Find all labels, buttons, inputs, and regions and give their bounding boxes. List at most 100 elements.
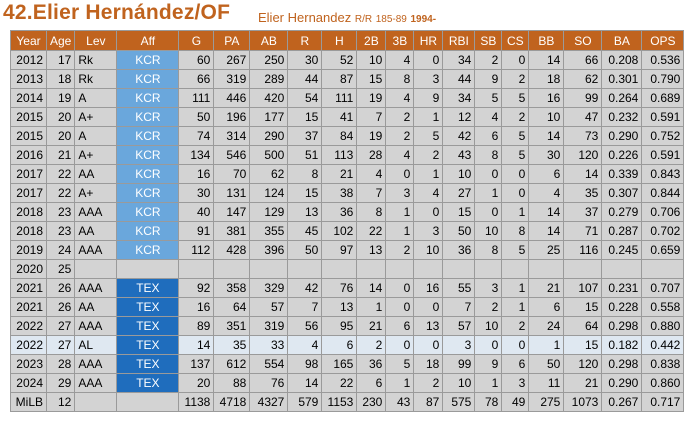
cell-aff (116, 392, 180, 412)
column-header-ab[interactable]: AB (249, 30, 289, 51)
cell-so: 37 (563, 202, 603, 222)
cell-pa: 319 (213, 69, 251, 89)
player-subtitle: Elier Hernandez R/R 185-89 1994- (258, 10, 436, 25)
cell-ab (249, 259, 289, 279)
cell-ba: 0.287 (601, 221, 643, 241)
table-row: 2022 27 AAA TEX 89 351 319 56 95 21 6 13 57 10 2 24 64 0.… (10, 316, 685, 336)
cell-lev: A+ (74, 107, 118, 127)
cell-r: 7 (287, 297, 323, 317)
cell-hr: 1 (413, 164, 444, 184)
column-header-cs[interactable]: CS (501, 30, 530, 51)
cell-h: 22 (321, 373, 358, 393)
cell-ba: 0.182 (601, 335, 643, 355)
column-header-2b[interactable]: 2B (356, 30, 387, 51)
cell-rbi: 34 (442, 88, 476, 108)
cell-age: 27 (45, 316, 76, 336)
cell-hr: 0 (413, 202, 444, 222)
cell-ba: 0.264 (601, 88, 643, 108)
cell-2b: 19 (356, 126, 387, 146)
cell-hr: 4 (413, 183, 444, 203)
cell-year: 2013 (10, 69, 47, 89)
cell-3b: 0 (385, 278, 415, 298)
cell-ab: 177 (249, 107, 289, 127)
cell-pa: 358 (213, 278, 251, 298)
cell-hr: 3 (413, 221, 444, 241)
cell-age: 24 (45, 240, 76, 260)
cell-hr (413, 259, 444, 279)
cell-h: 113 (321, 145, 358, 165)
cell-pa: 131 (213, 183, 251, 203)
cell-2b: 36 (356, 354, 387, 374)
cell-r: 42 (287, 278, 323, 298)
cell-pa: 612 (213, 354, 251, 374)
cell-hr: 1 (413, 107, 444, 127)
column-header-g[interactable]: G (178, 30, 215, 51)
cell-lev: AA (74, 297, 118, 317)
cell-cs: 49 (501, 392, 530, 412)
cell-age: 20 (45, 126, 76, 146)
cell-ops: 0.717 (641, 392, 685, 412)
cell-year: 2015 (10, 126, 47, 146)
cell-so: 120 (563, 354, 603, 374)
stats-table: Year Age Lev Aff G PA AB R H 2B 3B HR RBI SB CS BB SO BA O… (10, 30, 685, 412)
cell-hr: 2 (413, 373, 444, 393)
cell-aff: KCR (116, 183, 180, 203)
cell-3b: 0 (385, 297, 415, 317)
cell-cs: 2 (501, 316, 530, 336)
cell-ab: 319 (249, 316, 289, 336)
table-row: 2018 23 AA KCR 91 381 355 45 102 22 1 3 50 10 8 14 71 0.2… (10, 221, 685, 241)
cell-ba (601, 259, 643, 279)
cell-rbi: 12 (442, 107, 476, 127)
column-header-lev[interactable]: Lev (74, 30, 118, 51)
column-header-pa[interactable]: PA (213, 30, 251, 51)
cell-h: 1153 (321, 392, 358, 412)
cell-so: 15 (563, 335, 603, 355)
player-header: 42.Elier Hernández/OF Elier Hernandez R/… (0, 0, 700, 30)
height-weight: 185-89 (375, 14, 407, 25)
cell-3b: 2 (385, 126, 415, 146)
cell-age: 23 (45, 202, 76, 222)
column-header-h[interactable]: H (321, 30, 358, 51)
column-header-so[interactable]: SO (563, 30, 603, 51)
cell-2b: 19 (356, 88, 387, 108)
cell-pa: 196 (213, 107, 251, 127)
cell-aff: KCR (116, 88, 180, 108)
column-header-3b[interactable]: 3B (385, 30, 415, 51)
column-header-year[interactable]: Year (10, 30, 47, 51)
column-header-bb[interactable]: BB (528, 30, 565, 51)
column-header-ba[interactable]: BA (601, 30, 643, 51)
cell-so: 35 (563, 183, 603, 203)
column-header-sb[interactable]: SB (474, 30, 503, 51)
table-row: 2020 25 (10, 259, 685, 279)
cell-year: 2022 (10, 335, 47, 355)
cell-bb: 21 (528, 278, 565, 298)
cell-rbi: 36 (442, 240, 476, 260)
cell-cs: 8 (501, 221, 530, 241)
cell-sb: 10 (474, 316, 503, 336)
cell-ab: 420 (249, 88, 289, 108)
cell-bb: 14 (528, 202, 565, 222)
cell-pa: 267 (213, 50, 251, 70)
column-header-rbi[interactable]: RBI (442, 30, 476, 51)
column-header-aff[interactable]: Aff (116, 30, 180, 51)
cell-rbi: 42 (442, 126, 476, 146)
cell-bb: 24 (528, 316, 565, 336)
column-header-r[interactable]: R (287, 30, 323, 51)
cell-bb: 50 (528, 354, 565, 374)
cell-sb: 78 (474, 392, 503, 412)
cell-bb: 1 (528, 335, 565, 355)
column-header-hr[interactable]: HR (413, 30, 444, 51)
cell-ba: 0.208 (601, 50, 643, 70)
column-header-age[interactable]: Age (45, 30, 76, 51)
cell-pa: 4718 (213, 392, 251, 412)
cell-year: 2017 (10, 164, 47, 184)
cell-2b: 14 (356, 278, 387, 298)
cell-2b: 21 (356, 316, 387, 336)
cell-ab: 554 (249, 354, 289, 374)
cell-h: 165 (321, 354, 358, 374)
cell-ba: 0.339 (601, 164, 643, 184)
cell-ab: 250 (249, 50, 289, 70)
cell-3b: 2 (385, 240, 415, 260)
cell-r: 4 (287, 335, 323, 355)
column-header-ops[interactable]: OPS (641, 30, 685, 51)
